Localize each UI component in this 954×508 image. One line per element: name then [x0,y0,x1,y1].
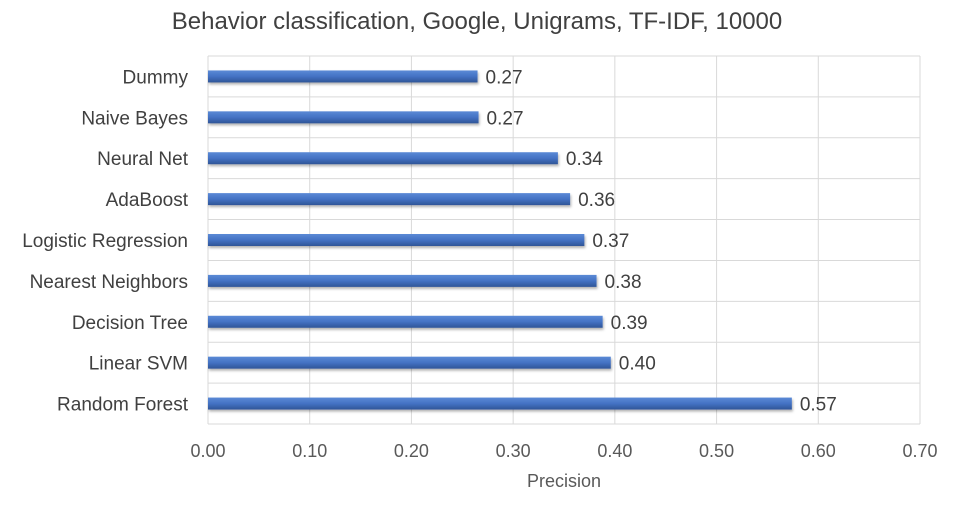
data-label: 0.36 [578,190,615,211]
data-label: 0.40 [619,354,656,375]
category-label: Naive Bayes [81,108,188,129]
bars [208,70,792,410]
bar [208,356,611,369]
bar [208,234,585,246]
bar [208,397,792,410]
category-label: Random Forest [57,395,189,416]
x-tick-label: 0.10 [292,441,327,461]
bar [208,315,603,328]
x-axis-title: Precision [527,471,601,491]
category-label: Dummy [123,67,189,88]
data-label: 0.27 [486,67,523,88]
data-label: 0.27 [487,108,524,129]
data-label: 0.38 [605,272,642,293]
bar [208,70,478,83]
bar [208,111,479,124]
x-tick-label: 0.70 [902,441,937,461]
category-label: AdaBoost [106,190,189,211]
chart-title: Behavior classification, Google, Unigram… [171,8,783,35]
category-label: Logistic Regression [22,231,188,252]
bar [208,152,558,165]
x-tick-label: 0.00 [190,441,225,461]
data-label: 0.57 [800,395,837,416]
x-tick-label: 0.60 [801,441,836,461]
x-tick-label: 0.30 [496,441,531,461]
category-label: Neural Net [97,149,189,170]
x-tick-label: 0.20 [394,441,429,461]
data-label: 0.39 [611,313,648,334]
x-tick-label: 0.50 [699,441,734,461]
bar [208,274,597,287]
labels: 0.00 0.10 0.20 0.30 0.40 0.50 0.60 0.70 Dummy 0.2… [22,67,937,461]
category-label: Decision Tree [72,313,188,334]
bar [208,193,571,206]
category-label: Linear SVM [89,354,188,375]
category-label: Nearest Neighbors [30,272,188,293]
x-tick-label: 0.40 [597,441,632,461]
data-label: 0.37 [592,231,629,252]
data-label: 0.34 [566,149,603,170]
